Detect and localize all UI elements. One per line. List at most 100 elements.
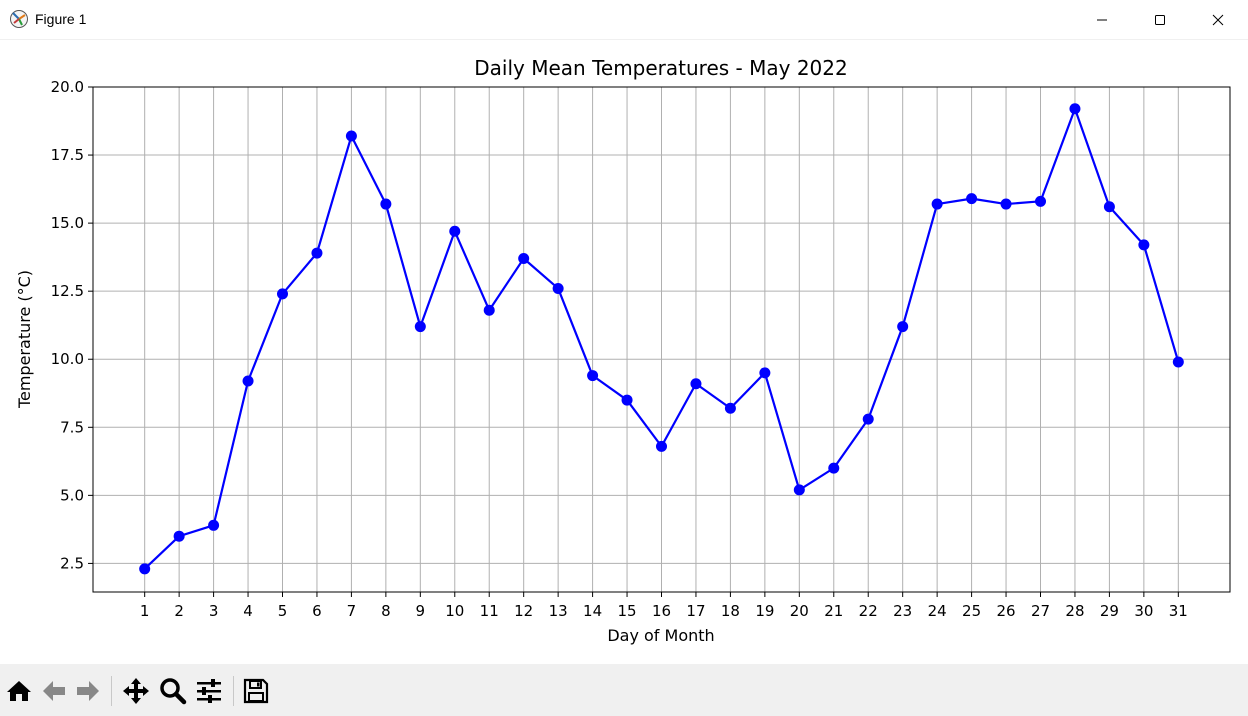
y-tick-label: 15.0 <box>51 214 84 232</box>
data-point <box>242 375 254 387</box>
x-tick-label: 21 <box>824 602 843 620</box>
data-point <box>759 367 771 379</box>
data-point <box>587 370 599 382</box>
x-axis-label: Day of Month <box>607 626 714 645</box>
close-button[interactable] <box>1189 0 1247 40</box>
back-button[interactable] <box>39 676 69 706</box>
data-point <box>724 402 736 414</box>
x-tick-label: 9 <box>416 602 426 620</box>
data-point <box>931 198 943 210</box>
data-point <box>690 378 702 390</box>
save-icon <box>243 678 269 704</box>
window-titlebar: Figure 1 <box>0 0 1248 40</box>
x-tick-label: 26 <box>996 602 1015 620</box>
minimize-button[interactable] <box>1073 0 1131 40</box>
x-tick-label: 3 <box>209 602 219 620</box>
x-tick-label: 10 <box>445 602 464 620</box>
data-point <box>656 440 667 452</box>
x-tick-label: 7 <box>347 602 357 620</box>
data-point <box>1138 239 1150 251</box>
forward-button[interactable] <box>73 676 103 706</box>
x-tick-label: 5 <box>278 602 288 620</box>
x-tick-label: 18 <box>721 602 740 620</box>
y-axis-label: Temperature (°C) <box>15 270 34 409</box>
zoom-button[interactable] <box>158 676 188 706</box>
x-tick-label: 12 <box>514 602 533 620</box>
data-point <box>1172 356 1184 368</box>
x-tick-label: 1 <box>140 602 150 620</box>
maximize-icon <box>1155 15 1165 25</box>
data-point <box>345 130 357 142</box>
x-tick-label: 29 <box>1100 602 1119 620</box>
y-tick-label: 10.0 <box>51 350 84 368</box>
x-tick-label: 15 <box>617 602 636 620</box>
toolbar-separator <box>233 676 234 706</box>
toolbar-separator <box>111 676 112 706</box>
chart-title: Daily Mean Temperatures - May 2022 <box>474 56 847 80</box>
y-tick-label: 7.5 <box>60 418 84 436</box>
data-point <box>414 321 426 333</box>
window-title: Figure 1 <box>35 11 87 27</box>
x-tick-label: 19 <box>755 602 774 620</box>
data-point <box>897 321 909 333</box>
pan-button[interactable] <box>121 676 151 706</box>
close-icon <box>1212 14 1224 26</box>
forward-icon <box>77 681 99 701</box>
x-tick-label: 11 <box>480 602 499 620</box>
x-tick-label: 14 <box>583 602 602 620</box>
x-tick-label: 22 <box>859 602 878 620</box>
figure-canvas[interactable]: 1 2 3 4 5 6 7 8 9 10 11 12 13 14 15 16 17 18 19 20 21 22 23 24 2… <box>0 40 1248 664</box>
data-point <box>828 462 840 474</box>
back-icon <box>43 681 65 701</box>
data-point <box>862 413 874 425</box>
grid-lines <box>93 86 1230 592</box>
navigation-toolbar <box>0 664 1248 716</box>
data-point <box>552 282 564 294</box>
x-tick-label: 16 <box>652 602 671 620</box>
data-point <box>621 394 633 406</box>
x-tick-label: 27 <box>1031 602 1050 620</box>
home-button[interactable] <box>4 676 34 706</box>
line-chart: 1 2 3 4 5 6 7 8 9 10 11 12 13 14 15 16 17 18 19 20 21 22 23 24 2… <box>15 56 1231 645</box>
configure-subplots-icon <box>197 679 221 703</box>
maximize-button[interactable] <box>1131 0 1189 40</box>
x-tick-label: 8 <box>381 602 391 620</box>
x-tick-label: 28 <box>1065 602 1084 620</box>
x-tick-label: 23 <box>893 602 912 620</box>
data-point <box>277 288 288 300</box>
data-point <box>1035 195 1046 207</box>
x-tick-label: 25 <box>962 602 981 620</box>
x-tick-label: 4 <box>243 602 253 620</box>
matplotlib-icon <box>10 10 28 28</box>
data-point <box>966 193 978 205</box>
home-icon <box>7 681 31 701</box>
x-tick-label: 6 <box>312 602 322 620</box>
y-tick-label: 17.5 <box>51 146 84 164</box>
data-point <box>1000 198 1012 210</box>
data-point <box>449 225 461 237</box>
x-tick-label: 2 <box>174 602 184 620</box>
pan-icon <box>123 678 149 704</box>
save-button[interactable] <box>241 676 271 706</box>
data-point <box>1103 201 1115 213</box>
y-tick-label: 20.0 <box>51 78 84 96</box>
series-layer <box>139 103 1184 575</box>
data-point <box>311 247 323 259</box>
x-tick-label: 31 <box>1169 602 1188 620</box>
axis-ticks: 1 2 3 4 5 6 7 8 9 10 11 12 13 14 15 16 17 18 19 20 21 22 23 24 2… <box>51 78 1188 620</box>
data-point <box>380 198 392 210</box>
data-point <box>173 530 185 542</box>
x-tick-label: 17 <box>686 602 705 620</box>
data-point <box>208 519 220 531</box>
data-point <box>518 253 530 265</box>
y-tick-label: 12.5 <box>51 282 84 300</box>
y-tick-label: 2.5 <box>60 554 84 572</box>
data-point <box>139 563 151 575</box>
x-tick-label: 24 <box>928 602 947 620</box>
data-point <box>1069 103 1081 115</box>
minimize-icon <box>1097 19 1107 21</box>
x-tick-label: 30 <box>1134 602 1153 620</box>
x-tick-label: 20 <box>790 602 809 620</box>
y-tick-label: 5.0 <box>60 486 84 504</box>
configure-subplots-button[interactable] <box>194 676 224 706</box>
